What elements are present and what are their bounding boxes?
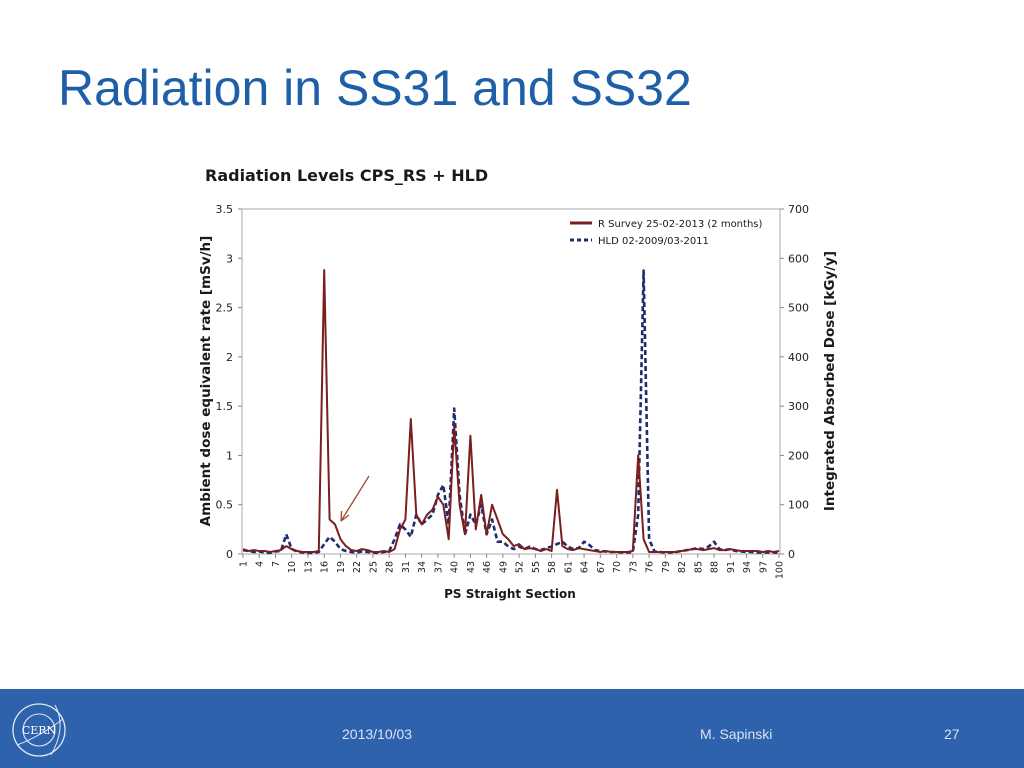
y-tick-label: 0.5: [216, 499, 234, 512]
chart-title: Radiation Levels CPS_RS + HLD: [205, 166, 488, 185]
legend: R Survey 25-02-2013 (2 months) HLD 02-20…: [570, 219, 762, 247]
y-tick-label: 3: [226, 252, 233, 265]
x-tick-label: 64: [580, 561, 591, 573]
footer-author: M. Sapinski: [700, 726, 773, 742]
y-axis-label: Ambient dose equivalent rate [mSv/h]: [198, 236, 214, 527]
x-tick-label: 13: [303, 561, 314, 573]
annotation-arrow: [340, 475, 370, 522]
x-tick-label: 76: [645, 561, 656, 573]
legend-label-survey: R Survey 25-02-2013 (2 months): [598, 219, 762, 230]
y-tick-label: 3.5: [216, 203, 234, 216]
legend-label-hld: HLD 02-2009/03-2011: [598, 236, 709, 247]
slide-title: Radiation in SS31 and SS32: [58, 60, 692, 116]
y-tick-label: 1.5: [216, 400, 234, 413]
y2-tick-label: 400: [788, 351, 809, 364]
y2-axis-label: Integrated Absorbed Dose [kGy/y]: [822, 251, 838, 511]
page-number: 27: [944, 726, 960, 742]
series-layer: [242, 269, 780, 555]
x-tick-label: 46: [482, 561, 493, 573]
x-tick-label: 55: [531, 561, 542, 573]
x-tick-label: 94: [742, 561, 753, 573]
y2-tick-label: 500: [788, 302, 809, 315]
x-tick-label: 97: [758, 561, 769, 573]
x-tick-label: 79: [661, 561, 672, 573]
x-tick-label: 37: [433, 561, 444, 573]
series-line-survey: [242, 269, 780, 553]
x-tick-label: 70: [612, 561, 623, 573]
y-tick-label: 2.5: [216, 302, 234, 315]
x-tick-label: 40: [450, 561, 461, 573]
x-tick-label: 25: [368, 561, 379, 573]
y-axis-ticks: 0 0.5 1 1.5 2 2.5 3 3.5: [216, 203, 242, 561]
x-tick-label: 73: [628, 561, 639, 573]
x-tick-label: 100: [775, 561, 786, 579]
x-tick-label: 61: [563, 561, 574, 573]
x-tick-label: 58: [547, 561, 558, 573]
cern-logo-text: CERN: [22, 724, 57, 737]
y-tick-label: 1: [226, 449, 233, 462]
cern-logo: CERN: [12, 703, 66, 757]
annotation-arrowhead: [340, 510, 350, 522]
x-tick-label: 88: [710, 561, 721, 573]
y2-tick-label: 700: [788, 203, 809, 216]
x-tick-label: 67: [596, 561, 607, 573]
x-axis-label: PS Straight Section: [444, 587, 576, 601]
y-tick-label: 0: [226, 548, 233, 561]
plot-area: [241, 208, 781, 555]
x-tick-label: 16: [320, 561, 331, 573]
y2-tick-label: 600: [788, 252, 809, 265]
x-tick-label: 52: [515, 561, 526, 573]
x-axis-ticks: 1 4 7 10 13 16 19 22 25 28 31 34 37 40 43 46 49 52 55 58 61 6…: [239, 554, 786, 579]
x-tick-label: 91: [726, 561, 737, 573]
x-tick-label: 4: [255, 561, 266, 567]
x-tick-label: 7: [271, 561, 282, 567]
y2-tick-label: 0: [788, 548, 795, 561]
y2-tick-label: 300: [788, 400, 809, 413]
x-tick-label: 19: [336, 561, 347, 573]
x-tick-label: 28: [385, 561, 396, 573]
series-line-hld: [242, 269, 780, 555]
x-tick-label: 10: [287, 561, 298, 573]
y2-tick-label: 200: [788, 449, 809, 462]
x-tick-label: 43: [466, 561, 477, 573]
footer-bar: CERN 2013/10/03 M. Sapinski 27: [0, 689, 1024, 768]
x-tick-label: 82: [677, 561, 688, 573]
x-tick-label: 1: [239, 561, 250, 567]
radiation-chart: Radiation Levels CPS_RS + HLD 00.511.522…: [198, 166, 838, 601]
y-tick-label: 2: [226, 351, 233, 364]
y2-tick-label: 100: [788, 499, 809, 512]
y2-axis-ticks: 0 100 200 300 400 500 600 700: [780, 203, 809, 561]
x-tick-label: 34: [417, 561, 428, 573]
x-tick-label: 85: [693, 561, 704, 573]
x-tick-label: 31: [401, 561, 412, 573]
footer-date: 2013/10/03: [342, 726, 413, 742]
x-tick-label: 49: [498, 561, 509, 573]
x-tick-label: 22: [352, 561, 363, 573]
